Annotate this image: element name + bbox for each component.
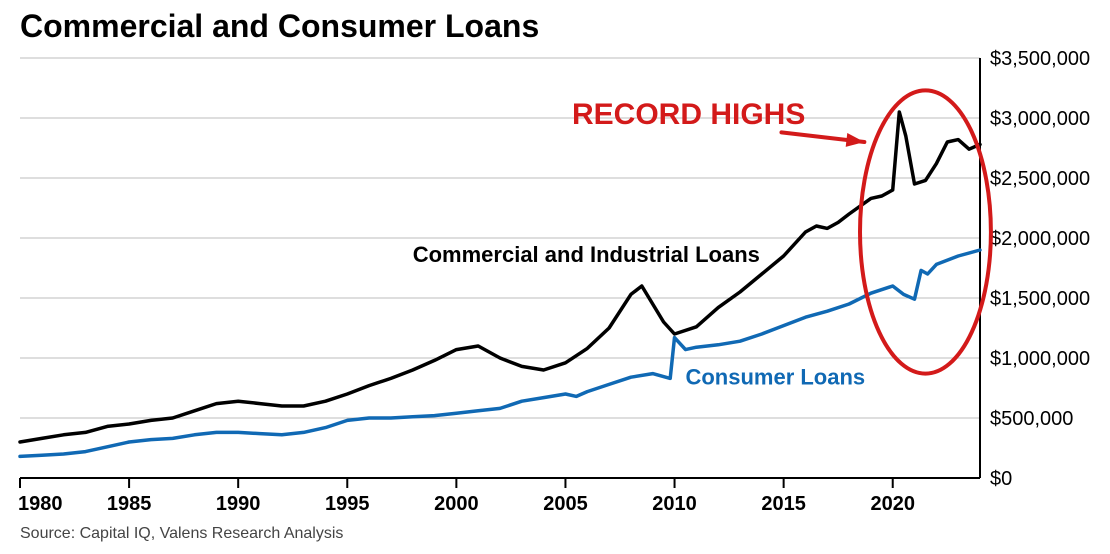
- x-tick-label: 2015: [761, 493, 806, 515]
- series-label-commercial: Commercial and Industrial Loans: [413, 242, 760, 267]
- gridlines: [20, 58, 980, 478]
- x-tick-label: 1990: [216, 493, 261, 515]
- chart-title: Commercial and Consumer Loans: [20, 8, 539, 45]
- series-line-consumer: [20, 250, 980, 456]
- record-highs-annotation: RECORD HIGHS: [572, 90, 991, 373]
- x-tick-label: 2000: [434, 493, 479, 515]
- x-tick-label: 1980: [18, 493, 63, 515]
- x-tick-label: 2010: [652, 493, 697, 515]
- series-group: [20, 112, 980, 456]
- y-tick-label: $3,500,000: [990, 48, 1090, 70]
- x-tick-label: 2020: [870, 493, 915, 515]
- y-tick-label: $2,500,000: [990, 168, 1090, 190]
- x-tick-label: 1985: [107, 493, 152, 515]
- x-tick-label: 2005: [543, 493, 588, 515]
- series-labels: Commercial and Industrial Loans Consumer …: [413, 242, 865, 389]
- record-highs-text: RECORD HIGHS: [572, 98, 805, 131]
- line-chart: 198019851990199520002005201020152020 $0$…: [0, 0, 1110, 554]
- highlight-ellipse: [860, 90, 991, 373]
- x-tick-label: 1995: [325, 493, 370, 515]
- y-axis: $0 $500,000 $1,000,000 $1,500,000 $2,000,000…: [980, 48, 1090, 490]
- y-tick-label: $3,000,000: [990, 108, 1090, 130]
- y-tick-label: $1,500,000: [990, 288, 1090, 310]
- y-tick-label: $0: [990, 468, 1012, 490]
- source-attribution: Source: Capital IQ, Valens Research Anal…: [20, 525, 343, 543]
- y-tick-label: $500,000: [990, 408, 1073, 430]
- y-tick-label: $2,000,000: [990, 228, 1090, 250]
- series-label-consumer: Consumer Loans: [685, 364, 865, 389]
- x-axis: 1980 1985 1990 1995 2000 2005 2010 2015 2020: [18, 478, 980, 515]
- y-tick-label: $1,000,000: [990, 348, 1090, 370]
- series-line-commercial: [20, 112, 980, 442]
